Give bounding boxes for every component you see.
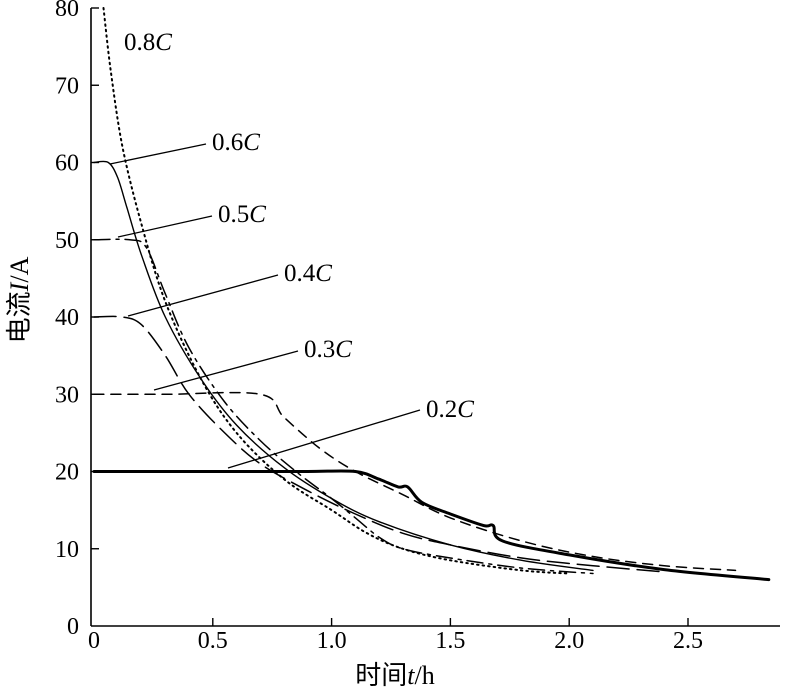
series-line-0_8c	[102, 7, 571, 575]
series-line-0_4c	[93, 315, 665, 573]
axes	[90, 8, 780, 627]
label-0_5c-num: 0.5	[218, 201, 249, 228]
y-tick-label: 70	[55, 73, 79, 99]
y-tick-label: 50	[55, 228, 79, 254]
y-axis-title-prefix: 电流	[5, 291, 34, 343]
label-0_6c-var: C	[243, 129, 260, 156]
label-0_8c: 0.8C	[124, 29, 172, 56]
x-axis-title-prefix: 时间	[355, 661, 407, 690]
label-0_8c-num: 0.8	[124, 29, 155, 56]
label-0_2c-var: C	[457, 396, 474, 423]
label-0_6c-leader	[109, 143, 207, 165]
x-tick-label: 2.5	[673, 628, 703, 654]
label-0_8c-var: C	[155, 29, 172, 56]
label-0_4c-num: 0.4	[284, 260, 316, 287]
label-0_5c: 0.5C	[218, 201, 266, 228]
label-0_4c: 0.4C	[284, 260, 332, 287]
x-tick-label: 1.0	[317, 628, 347, 654]
label-0_5c-var: C	[249, 201, 266, 228]
tick-labels: 0 10 20 30 40 50 60 70 80 0 0.5 1.0 1.5 2.0 2.5	[55, 0, 703, 654]
series-line-0_3c	[93, 391, 737, 572]
x-tick-label: 2.0	[554, 628, 584, 654]
y-axis-title: 电流I/A	[5, 256, 34, 343]
x-axis-title-unit: /h	[415, 661, 435, 690]
y-axis-title-unit: /A	[5, 256, 34, 282]
tick-marks	[91, 7, 689, 626]
x-axis-title: 时间t/h	[355, 661, 434, 690]
label-0_3c: 0.3C	[304, 336, 352, 363]
x-tick-label: 0	[88, 628, 100, 654]
x-tick-label: 1.5	[435, 628, 465, 654]
series-line-0_6c	[93, 160, 594, 572]
series-line-0_5c	[93, 238, 594, 575]
series-line-0_2c	[92, 469, 771, 582]
x-tick-label: 0.5	[198, 628, 228, 654]
x-axis-title-var: t	[407, 661, 415, 690]
y-tick-label: 20	[55, 460, 79, 486]
series-lines	[92, 7, 771, 582]
label-0_2c: 0.2C	[426, 396, 474, 423]
label-0_4c-leader	[127, 274, 279, 317]
label-0_5c-leader	[117, 215, 213, 238]
y-tick-label: 80	[55, 0, 79, 22]
label-0_3c-num: 0.3	[304, 336, 335, 363]
label-0_2c-leader	[227, 409, 421, 469]
label-0_6c-num: 0.6	[212, 129, 243, 156]
label-0_3c-var: C	[335, 336, 352, 363]
label-0_4c-var: C	[315, 260, 332, 287]
y-tick-label: 60	[55, 151, 79, 177]
y-tick-label: 0	[67, 614, 79, 640]
label-0_6c: 0.6C	[212, 129, 260, 156]
y-tick-label: 40	[55, 305, 79, 331]
y-tick-label: 10	[55, 537, 79, 563]
y-tick-label: 30	[55, 382, 79, 408]
label-0_3c-leader	[153, 350, 299, 391]
series-labels: 0.2C0.3C0.4C0.5C0.6C0.8C	[109, 29, 474, 469]
label-0_2c-num: 0.2	[426, 396, 457, 423]
y-axis-title-var: I	[5, 281, 34, 292]
